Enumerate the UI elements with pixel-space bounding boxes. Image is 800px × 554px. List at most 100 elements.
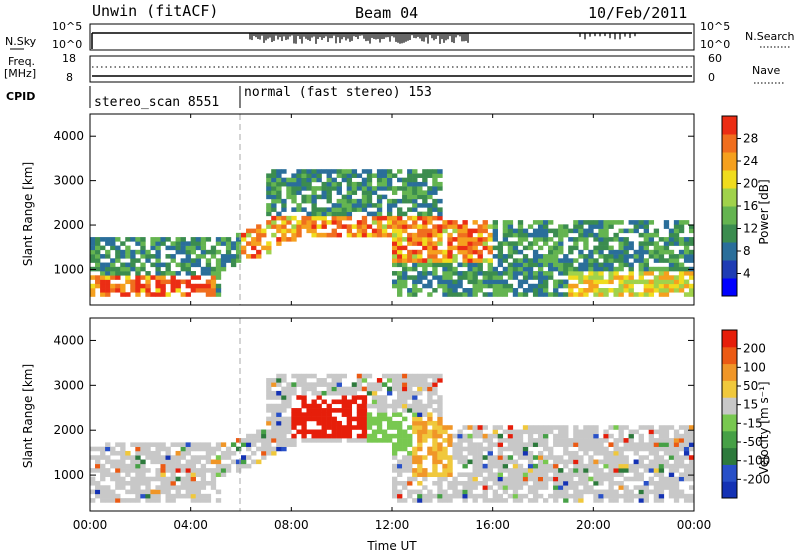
power-cell bbox=[653, 283, 660, 289]
power-cell bbox=[502, 271, 509, 276]
power-cell bbox=[397, 224, 403, 229]
power-cell bbox=[432, 254, 438, 259]
power-cell bbox=[286, 186, 292, 191]
power-cell bbox=[407, 186, 413, 191]
velocity-cell bbox=[341, 425, 347, 430]
velocity-cell bbox=[291, 433, 297, 439]
power-cell bbox=[608, 275, 614, 280]
power-cell bbox=[356, 173, 363, 178]
velocity-cell bbox=[678, 489, 685, 495]
power-cell bbox=[422, 241, 428, 246]
power-cell bbox=[215, 288, 222, 293]
power-cell bbox=[678, 220, 685, 225]
power-cell bbox=[683, 258, 690, 263]
velocity-cell bbox=[548, 476, 554, 482]
velocity-cell bbox=[306, 382, 312, 387]
velocity-cell bbox=[276, 429, 282, 435]
power-cell bbox=[417, 215, 423, 221]
velocity-cell bbox=[502, 438, 509, 443]
velocity-cell bbox=[447, 498, 453, 503]
velocity-cell bbox=[261, 438, 267, 443]
velocity-cell bbox=[417, 386, 423, 392]
velocity-cell bbox=[170, 480, 176, 486]
velocity-cell bbox=[276, 420, 282, 426]
velocity-cell bbox=[598, 489, 604, 495]
power-cell bbox=[593, 220, 599, 225]
power-cell bbox=[175, 237, 181, 242]
power-cell bbox=[417, 271, 423, 276]
velocity-cell bbox=[487, 459, 493, 465]
power-cell bbox=[195, 241, 202, 246]
power-cell bbox=[507, 220, 514, 225]
power-cell bbox=[316, 186, 322, 191]
power-cell bbox=[155, 279, 161, 285]
power-cell bbox=[210, 271, 217, 276]
velocity-cell bbox=[281, 390, 287, 396]
velocity-cell bbox=[532, 485, 539, 490]
velocity-cell bbox=[633, 429, 639, 435]
power-cell bbox=[110, 258, 116, 263]
velocity-cell bbox=[497, 446, 504, 452]
power-cell bbox=[381, 215, 388, 221]
power-cell bbox=[105, 262, 111, 268]
power-cell bbox=[553, 279, 559, 285]
velocity-cell bbox=[427, 433, 433, 439]
power-cell bbox=[341, 194, 347, 200]
velocity-cell bbox=[392, 420, 398, 426]
power-cell bbox=[266, 190, 272, 195]
velocity-cell bbox=[432, 468, 438, 473]
power-cell bbox=[668, 228, 675, 234]
power-cell bbox=[402, 262, 408, 268]
power-cell bbox=[487, 279, 493, 285]
velocity-cell bbox=[306, 403, 312, 409]
power-cell bbox=[467, 279, 473, 285]
velocity-cell bbox=[331, 433, 337, 439]
velocity-cell bbox=[296, 429, 302, 435]
velocity-cell bbox=[376, 395, 383, 400]
power-cell bbox=[678, 249, 685, 255]
power-cell bbox=[100, 288, 106, 293]
velocity-cell bbox=[517, 442, 524, 447]
power-cell bbox=[563, 258, 569, 263]
velocity-cell bbox=[452, 450, 458, 456]
power-cell bbox=[487, 237, 493, 242]
velocity-cell bbox=[135, 442, 141, 447]
velocity-cell bbox=[371, 390, 378, 396]
velocity-cell bbox=[558, 485, 564, 490]
velocity-cell bbox=[568, 476, 574, 482]
velocity-cell bbox=[683, 498, 690, 503]
velocity-cell bbox=[603, 472, 609, 477]
power-cell bbox=[427, 215, 433, 221]
power-cell bbox=[522, 275, 529, 280]
velocity-cell bbox=[457, 493, 463, 499]
velocity-cell bbox=[371, 399, 378, 405]
power-cell bbox=[90, 237, 96, 242]
velocity-cell bbox=[487, 468, 493, 473]
power-cell bbox=[165, 237, 171, 242]
velocity-cell bbox=[608, 476, 614, 482]
velocity-cell bbox=[427, 386, 433, 392]
power-cell bbox=[432, 181, 438, 187]
power-cell bbox=[427, 258, 433, 263]
velocity-cell bbox=[95, 468, 101, 473]
colorbar-tick-label: -15 bbox=[743, 416, 763, 430]
power-cell bbox=[457, 249, 463, 255]
power-cell bbox=[618, 288, 624, 293]
power-cell bbox=[180, 262, 186, 268]
power-cell bbox=[326, 181, 332, 187]
velocity-cell bbox=[402, 382, 408, 387]
power-cell bbox=[648, 249, 655, 255]
velocity-cell bbox=[548, 493, 554, 499]
power-cell bbox=[271, 194, 277, 200]
velocity-cell bbox=[633, 442, 639, 447]
velocity-cell bbox=[568, 450, 574, 456]
velocity-cell bbox=[271, 395, 277, 400]
velocity-cell bbox=[558, 489, 564, 495]
power-cell bbox=[311, 177, 317, 183]
velocity-cell bbox=[130, 468, 136, 473]
velocity-cell bbox=[623, 446, 629, 452]
velocity-cell bbox=[512, 476, 519, 482]
power-cell bbox=[392, 232, 398, 238]
power-cell bbox=[477, 224, 483, 229]
power-cell bbox=[548, 292, 554, 297]
